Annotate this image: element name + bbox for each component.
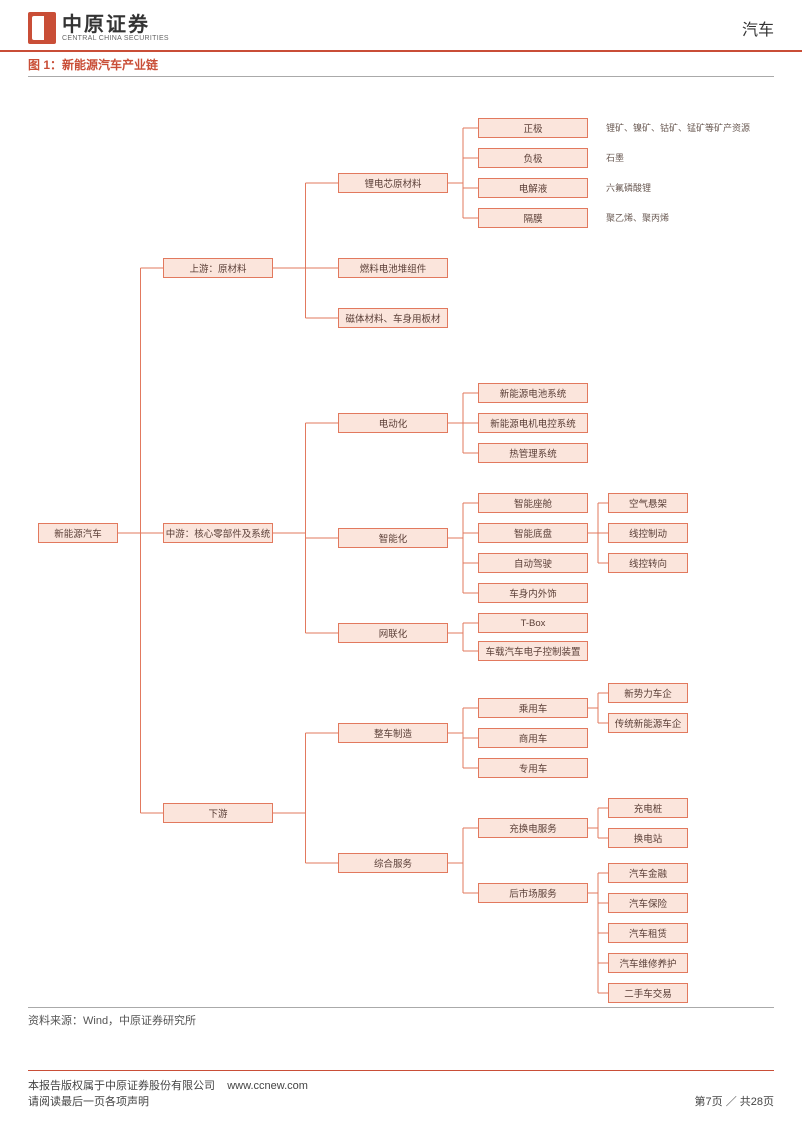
node-ecu: 车载汽车电子控制装置 — [478, 641, 588, 661]
company-name-cn: 中原证券 — [62, 15, 169, 35]
node-ev: 电动化 — [338, 413, 448, 433]
node-newf: 新势力车企 — [608, 683, 688, 703]
footer-disclaimer: 请阅读最后一页各项声明 — [28, 1093, 149, 1109]
node-smart: 智能化 — [338, 528, 448, 548]
node-heat: 热管理系统 — [478, 443, 588, 463]
node-air: 空气悬架 — [608, 493, 688, 513]
node-down: 下游 — [163, 803, 273, 823]
node-up: 上游：原材料 — [163, 258, 273, 278]
node-elec: 电解液 — [478, 178, 588, 198]
footer-url: www.ccnew.com — [227, 1080, 308, 1092]
logo-icon — [28, 12, 56, 44]
logo: 中原证券 CENTRAL CHINA SECURITIES — [28, 12, 169, 44]
node-fuel: 燃料电池堆组件 — [338, 258, 448, 278]
node-sep: 隔膜 — [478, 208, 588, 228]
node-chas: 智能底盘 — [478, 523, 588, 543]
node-after: 后市场服务 — [478, 883, 588, 903]
annotation-3: 聚乙烯、聚丙烯 — [606, 211, 669, 224]
node-net: 网联化 — [338, 623, 448, 643]
node-svc: 综合服务 — [338, 853, 448, 873]
divider — [28, 76, 774, 77]
node-root: 新能源汽车 — [38, 523, 118, 543]
page-number: 第7页 ／ 共28页 — [695, 1093, 774, 1109]
annotation-2: 六氟磷酸锂 — [606, 181, 651, 194]
node-mid: 中游：核心零部件及系统 — [163, 523, 273, 543]
node-trim: 车身内外饰 — [478, 583, 588, 603]
annotation-0: 锂矿、镍矿、钴矿、锰矿等矿产资源 — [606, 121, 750, 134]
annotation-1: 石墨 — [606, 151, 624, 164]
node-bat: 新能源电池系统 — [478, 383, 588, 403]
node-charge: 充换电服务 — [478, 818, 588, 838]
company-name-en: CENTRAL CHINA SECURITIES — [62, 35, 169, 42]
node-whole: 整车制造 — [338, 723, 448, 743]
node-ins: 汽车保险 — [608, 893, 688, 913]
node-cabin: 智能座舱 — [478, 493, 588, 513]
node-swap: 换电站 — [608, 828, 688, 848]
footer-copyright: 本报告版权属于中原证券股份有限公司 — [28, 1080, 215, 1092]
footer: 本报告版权属于中原证券股份有限公司 www.ccnew.com 请阅读最后一页各… — [0, 1064, 802, 1133]
node-trad: 传统新能源车企 — [608, 713, 688, 733]
node-motor: 新能源电机电控系统 — [478, 413, 588, 433]
node-comm: 商用车 — [478, 728, 588, 748]
header: 中原证券 CENTRAL CHINA SECURITIES 汽车 — [0, 0, 802, 52]
node-spec: 专用车 — [478, 758, 588, 778]
node-wirebr: 线控制动 — [608, 523, 688, 543]
sector-label: 汽车 — [742, 16, 774, 40]
node-pos: 正极 — [478, 118, 588, 138]
node-mag: 磁体材料、车身用板材 — [338, 308, 448, 328]
node-fin: 汽车金融 — [608, 863, 688, 883]
node-neg: 负极 — [478, 148, 588, 168]
node-pass: 乘用车 — [478, 698, 588, 718]
node-auto: 自动驾驶 — [478, 553, 588, 573]
flowchart: 新能源汽车 上游：原材料中游：核心零部件及系统下游 锂电芯原材料燃料电池堆组件磁体材… — [28, 83, 774, 1003]
node-tbox: T-Box — [478, 613, 588, 633]
node-wirest: 线控转向 — [608, 553, 688, 573]
figure-caption: 图 1：新能源汽车产业链 — [28, 58, 158, 72]
node-used: 二手车交易 — [608, 983, 688, 1003]
node-rent: 汽车租赁 — [608, 923, 688, 943]
node-pile: 充电桩 — [608, 798, 688, 818]
node-maint: 汽车维修养护 — [608, 953, 688, 973]
source-label: 资料来源：Wind，中原证券研究所 — [0, 1008, 802, 1030]
node-li: 锂电芯原材料 — [338, 173, 448, 193]
